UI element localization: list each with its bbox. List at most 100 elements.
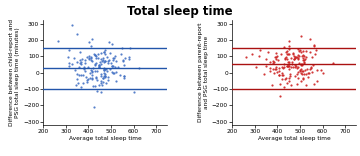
Point [283,56,289,58]
Point [101,75,107,78]
Point [299,64,305,67]
Point [290,52,296,55]
Point [101,69,107,72]
Point [301,58,306,61]
Point [292,66,298,68]
Point [298,51,303,53]
Point [308,66,314,69]
Point [87,72,93,74]
Point [85,78,91,80]
Point [286,44,292,47]
Point [121,64,127,66]
Point [243,56,248,58]
Point [95,57,100,59]
Point [295,77,301,79]
Point [131,90,137,93]
Point [263,58,269,60]
Point [287,75,293,77]
Point [299,72,305,75]
Point [92,63,98,65]
Point [89,76,95,79]
Point [297,68,302,71]
Point [73,83,79,86]
Point [120,59,126,61]
Point [273,56,279,58]
Point [105,78,111,81]
Point [74,72,80,75]
Point [102,60,108,63]
Point [81,68,87,71]
Point [105,76,111,78]
Point [91,52,96,55]
Point [288,84,294,87]
Point [281,63,287,65]
Point [94,89,100,92]
Point [284,65,289,67]
Point [291,58,296,61]
Point [102,74,108,77]
Point [104,56,110,58]
Point [78,74,84,76]
Point [92,69,98,72]
Point [292,56,298,58]
Point [274,70,280,73]
Point [296,62,302,64]
Point [309,71,314,73]
Point [271,61,277,64]
Point [285,53,291,55]
Point [307,38,313,40]
Point [285,65,291,68]
Point [127,46,132,49]
Point [274,55,279,58]
Point [273,66,279,68]
Point [257,55,262,58]
Point [99,60,105,62]
Point [280,67,285,69]
Point [108,62,114,65]
Point [121,75,127,77]
Point [298,72,304,74]
Point [72,69,78,71]
Point [77,59,83,61]
Point [305,72,311,74]
Point [81,66,86,69]
Point [307,68,312,70]
Point [301,55,307,57]
Point [310,55,315,58]
Point [93,76,99,79]
Point [96,64,102,66]
Point [96,66,102,68]
X-axis label: Average total sleep time: Average total sleep time [258,136,330,141]
Point [279,78,285,81]
Point [265,51,271,53]
Point [84,79,90,81]
Point [66,56,71,58]
Point [89,69,95,72]
Point [298,63,304,66]
Point [318,68,324,71]
Point [100,80,106,83]
Point [55,40,61,43]
Point [267,67,273,70]
Point [300,50,306,53]
Point [126,58,132,61]
Point [110,59,116,61]
Point [99,58,104,60]
Point [136,66,141,69]
Point [263,64,269,67]
Point [98,72,104,75]
Point [278,53,284,55]
Point [78,86,84,89]
Point [303,83,309,86]
Point [302,58,307,61]
Point [285,65,291,68]
Point [84,76,89,78]
Point [112,55,118,58]
Point [280,73,285,76]
Point [314,80,320,83]
Point [286,60,292,63]
Point [100,56,106,59]
Point [113,60,119,63]
Point [296,57,301,59]
Point [76,66,82,68]
